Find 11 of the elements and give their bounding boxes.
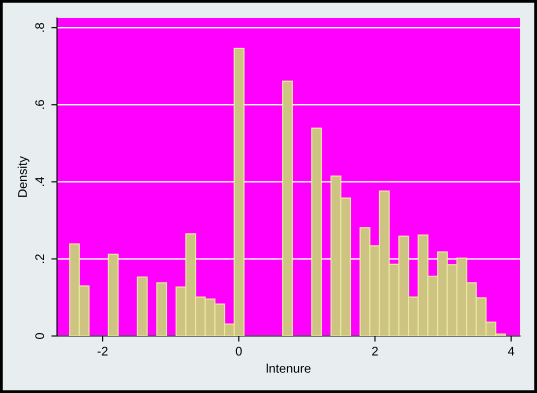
x-tick-label: -2 xyxy=(98,346,108,356)
y-tick-label: .4 xyxy=(35,176,44,186)
y-tick-label: .2 xyxy=(35,254,44,263)
y-axis-title: Density xyxy=(18,156,30,197)
y-tick-label: 0 xyxy=(35,333,44,339)
x-tick-label: 0 xyxy=(236,346,242,356)
x-tick-label: 4 xyxy=(508,346,514,356)
x-tick-label: 2 xyxy=(372,346,378,356)
y-tick-label: .6 xyxy=(35,100,44,109)
y-tick-label: .8 xyxy=(35,22,44,32)
x-axis-title: lntenure xyxy=(266,364,311,373)
